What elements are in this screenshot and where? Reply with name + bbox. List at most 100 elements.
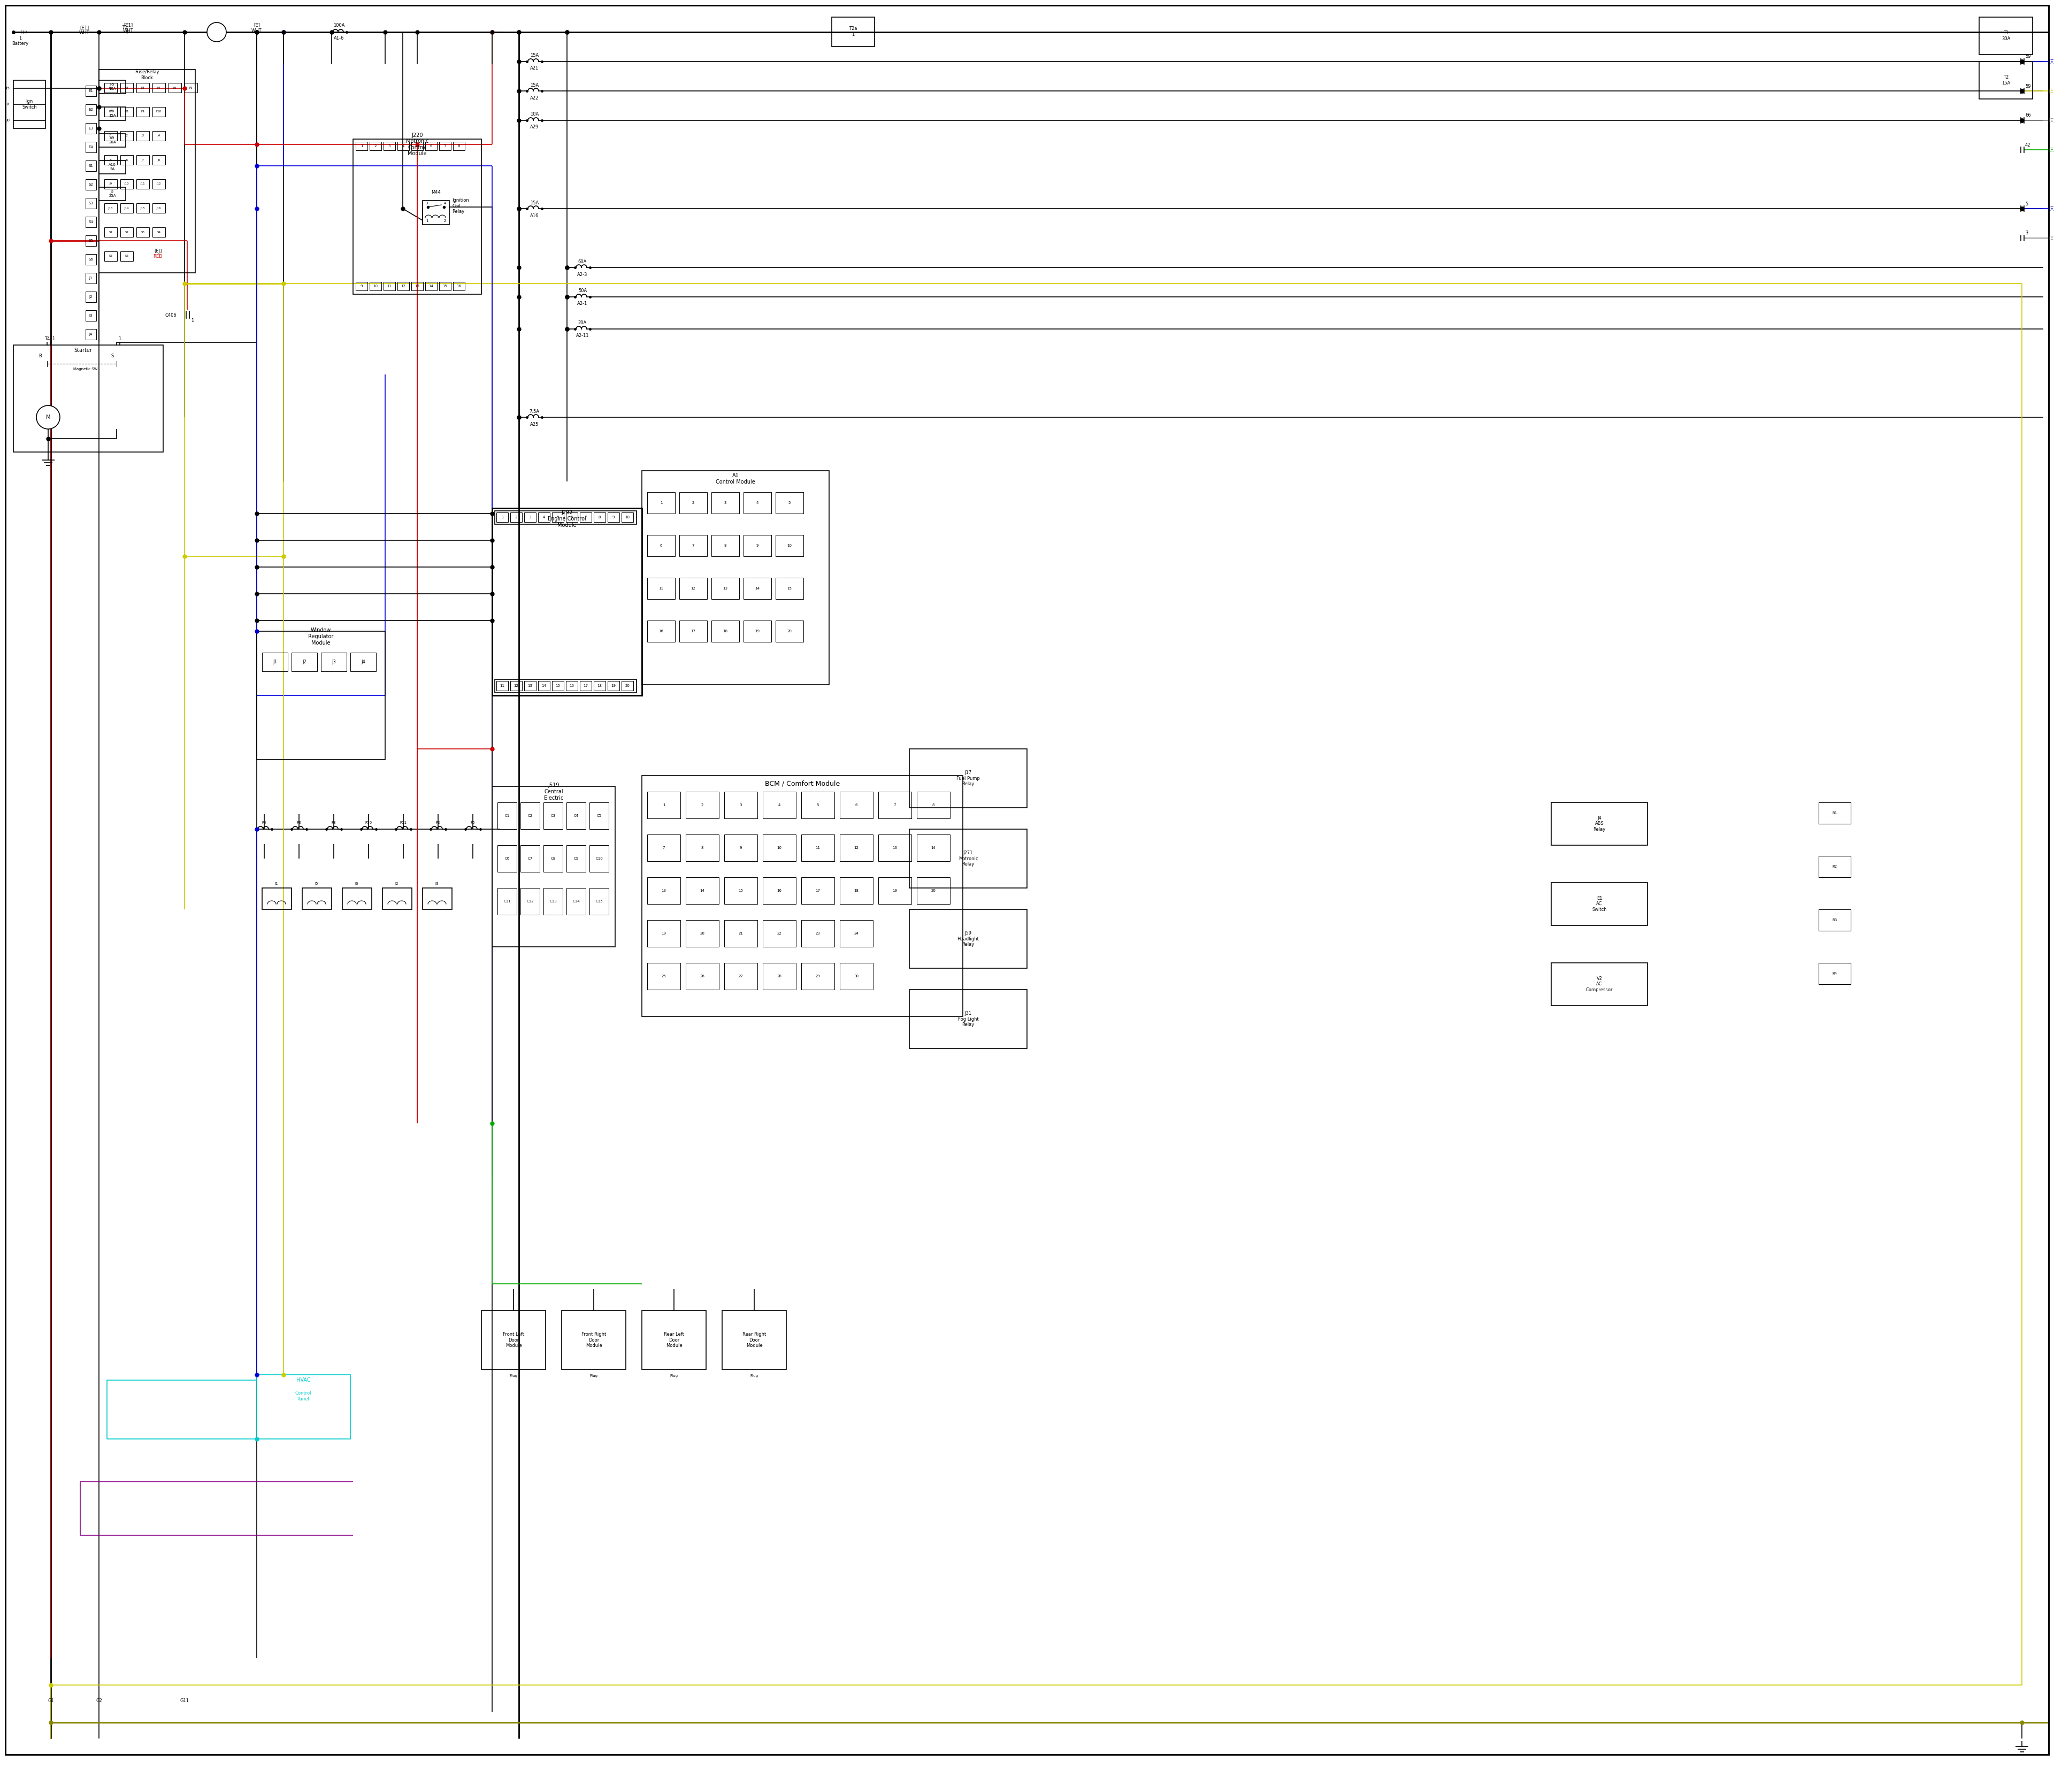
Bar xyxy=(641,471,830,685)
Text: 16: 16 xyxy=(456,285,462,289)
Text: Rear Left
Door
Module: Rear Left Door Module xyxy=(663,1331,684,1348)
Text: 14: 14 xyxy=(429,285,433,289)
Bar xyxy=(910,830,1027,889)
Text: Rear Right
Door
Module: Rear Right Door Module xyxy=(741,1331,766,1348)
Text: 24: 24 xyxy=(854,932,859,935)
Bar xyxy=(544,846,563,873)
Bar xyxy=(99,186,125,201)
Bar xyxy=(840,835,873,862)
Text: A1-6: A1-6 xyxy=(335,36,345,41)
Text: S6: S6 xyxy=(88,258,92,262)
Bar xyxy=(99,81,125,93)
Bar xyxy=(136,108,150,116)
Text: A2-11: A2-11 xyxy=(575,333,589,339)
Text: 16: 16 xyxy=(776,889,783,892)
Bar xyxy=(121,251,134,262)
Text: J519
Central
Electric: J519 Central Electric xyxy=(544,783,563,801)
Bar xyxy=(1551,883,1647,925)
Bar xyxy=(594,513,606,521)
Text: J1: J1 xyxy=(88,276,92,280)
Text: 1: 1 xyxy=(659,502,661,504)
Bar xyxy=(647,620,676,642)
Bar xyxy=(916,878,949,903)
Text: F7: F7 xyxy=(109,111,113,113)
Text: J8: J8 xyxy=(158,159,160,161)
Bar xyxy=(152,179,164,188)
Bar xyxy=(647,878,680,903)
Text: 5: 5 xyxy=(817,803,820,806)
Bar xyxy=(776,493,803,514)
Text: 5: 5 xyxy=(789,502,791,504)
Bar xyxy=(105,228,117,237)
Text: F3: F3 xyxy=(142,86,144,90)
Bar xyxy=(121,108,134,116)
Bar xyxy=(454,142,464,151)
Bar xyxy=(725,919,758,946)
Bar xyxy=(493,787,614,946)
Text: 1: 1 xyxy=(359,145,364,147)
Bar xyxy=(86,272,97,283)
Text: 15: 15 xyxy=(787,586,793,590)
Bar xyxy=(423,889,452,909)
Text: 59: 59 xyxy=(2025,54,2031,59)
Text: A9
20A: A9 20A xyxy=(109,136,115,143)
Bar xyxy=(711,577,739,599)
Bar xyxy=(105,108,117,116)
Text: 11: 11 xyxy=(815,846,820,849)
Text: P11: P11 xyxy=(401,821,407,824)
Bar xyxy=(686,792,719,819)
Bar xyxy=(384,281,394,290)
Bar xyxy=(840,878,873,903)
Bar xyxy=(86,217,97,228)
Text: 13: 13 xyxy=(723,586,727,590)
Text: J2
25A: J2 25A xyxy=(109,190,115,197)
Text: G1: G1 xyxy=(47,1699,53,1704)
Bar xyxy=(440,142,452,151)
Bar xyxy=(86,86,97,97)
Text: E3: E3 xyxy=(88,127,92,131)
Bar xyxy=(121,228,134,237)
Text: J17
Fuel Pump
Relay: J17 Fuel Pump Relay xyxy=(957,771,980,787)
Text: A21: A21 xyxy=(530,66,538,72)
Bar xyxy=(561,1310,626,1369)
Text: 6: 6 xyxy=(854,803,859,806)
Text: Front Right
Door
Module: Front Right Door Module xyxy=(581,1331,606,1348)
Bar xyxy=(725,878,758,903)
Bar xyxy=(99,108,125,120)
Text: 19: 19 xyxy=(661,932,665,935)
Text: 4: 4 xyxy=(444,202,446,204)
Text: S3: S3 xyxy=(88,202,92,204)
Bar xyxy=(99,134,125,147)
Text: Battery: Battery xyxy=(12,41,29,47)
Bar xyxy=(86,104,97,115)
Bar xyxy=(622,681,633,690)
Text: S4: S4 xyxy=(88,220,92,224)
Bar xyxy=(520,889,540,914)
Text: J11: J11 xyxy=(140,183,146,185)
Text: 15: 15 xyxy=(4,86,10,90)
Text: E1: E1 xyxy=(88,90,92,93)
Bar xyxy=(105,82,117,93)
Text: J12: J12 xyxy=(156,183,160,185)
Text: 9: 9 xyxy=(359,285,364,289)
Text: 12: 12 xyxy=(514,685,518,688)
Bar xyxy=(263,889,292,909)
Bar xyxy=(384,142,394,151)
Bar xyxy=(14,81,45,129)
Bar xyxy=(382,889,413,909)
Bar xyxy=(711,620,739,642)
Text: C7: C7 xyxy=(528,857,532,860)
Text: P4: P4 xyxy=(263,821,267,824)
Bar xyxy=(538,681,550,690)
Text: J14: J14 xyxy=(125,206,129,210)
Text: 59: 59 xyxy=(2025,84,2031,88)
Bar xyxy=(579,513,592,521)
Bar xyxy=(351,652,376,672)
Bar xyxy=(538,513,550,521)
Text: Plug: Plug xyxy=(750,1374,758,1378)
Bar xyxy=(86,254,97,265)
Text: J9: J9 xyxy=(109,183,113,185)
Text: F6: F6 xyxy=(189,86,193,90)
Text: 29: 29 xyxy=(815,975,820,978)
Bar xyxy=(152,131,164,142)
